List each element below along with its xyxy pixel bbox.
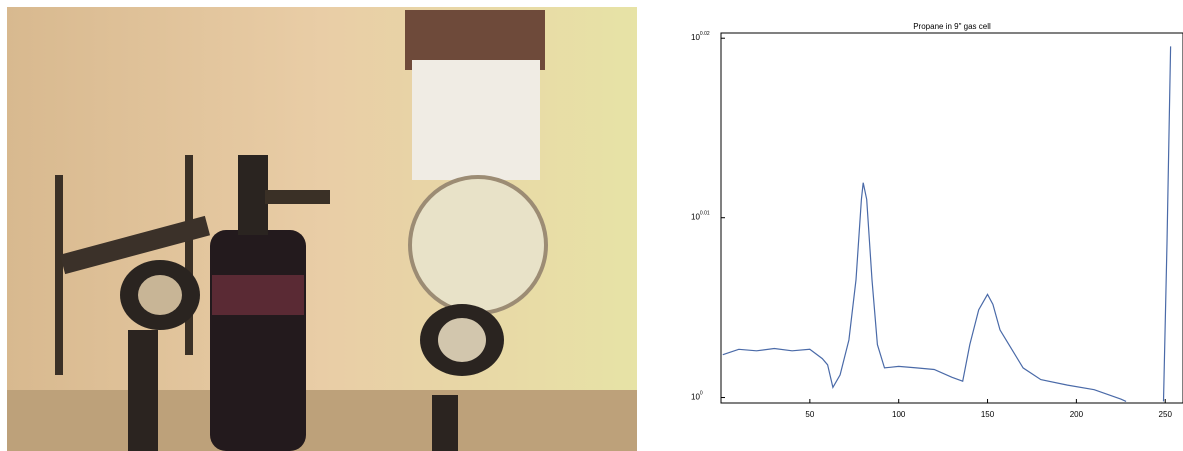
y-tick-exponent: 0.02 (700, 32, 710, 38)
y-tick-label: 100.01 (691, 211, 710, 222)
x-tick-label: 100 (892, 410, 906, 419)
x-tick-label: 250 (1159, 410, 1173, 419)
photo (7, 7, 637, 451)
y-tick-exponent: 0 (700, 391, 703, 397)
y-tick-exponent: 0.01 (700, 211, 710, 217)
plot-area (721, 33, 1183, 403)
x-tick-label: 200 (1070, 410, 1084, 419)
y-tick-label: 100 (691, 391, 703, 402)
x-tick-label: 50 (805, 410, 814, 419)
x-tick-label: 150 (981, 410, 995, 419)
y-tick-label: 100.02 (691, 32, 710, 43)
figure: Propane in 9" gas cell 50 100 150 200 250 100… (0, 0, 1183, 451)
chart: Propane in 9" gas cell 50 100 150 200 250 100… (691, 22, 1183, 419)
page: {"chart_data": {"type": "line", "title":… (0, 0, 1183, 451)
chart-title: Propane in 9" gas cell (913, 22, 991, 31)
